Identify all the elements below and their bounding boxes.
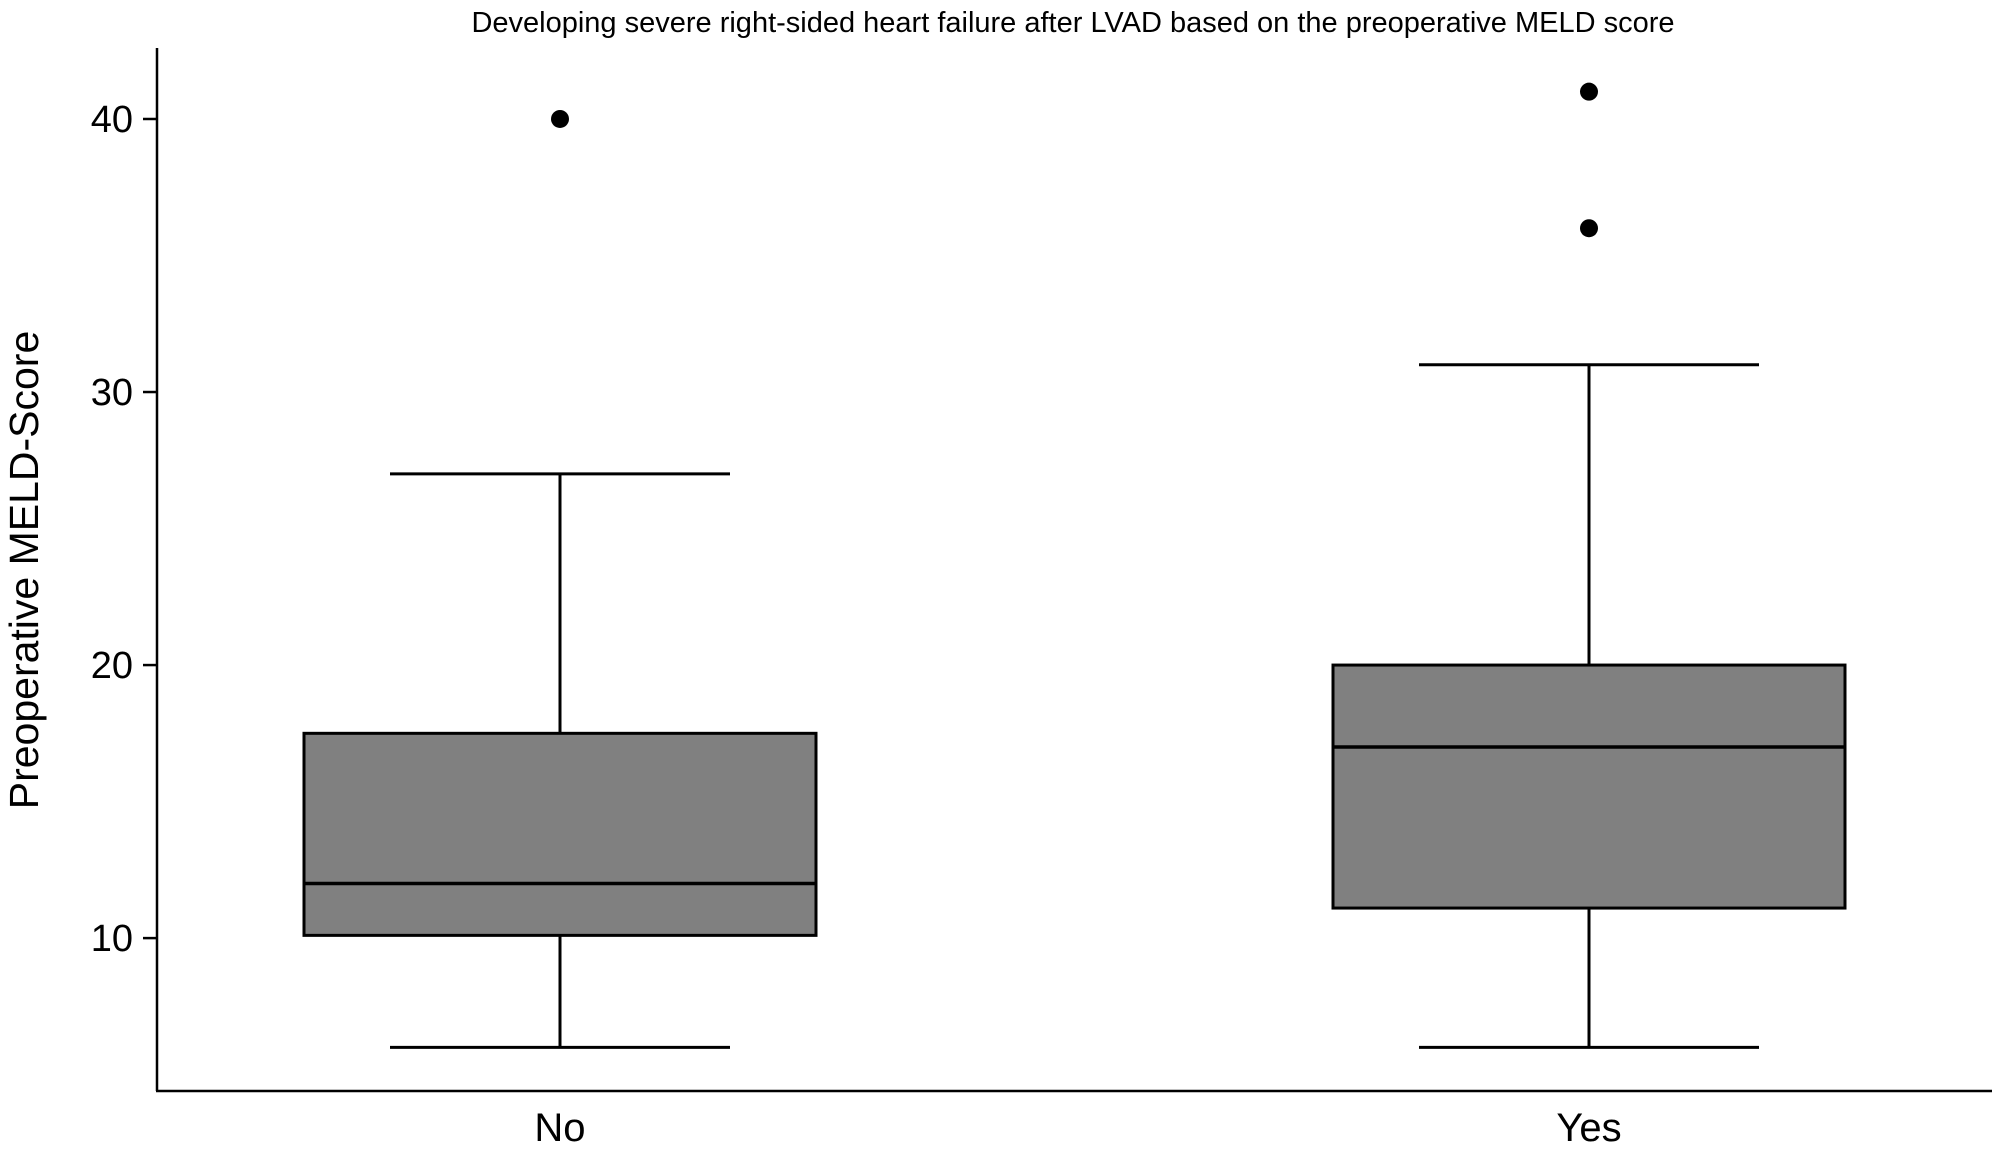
y-axis-label: Preoperative MELD-Score — [1, 331, 47, 810]
box-group — [302, 109, 818, 1049]
y-tick-label: 30 — [91, 372, 133, 414]
iqr-box — [302, 731, 818, 937]
x-category-label: Yes — [1556, 1106, 1621, 1150]
x-category-labels: No Yes — [534, 1106, 1621, 1150]
outlier-point — [1580, 82, 1598, 101]
y-tick-label: 20 — [91, 645, 133, 687]
outlier-point — [551, 109, 569, 128]
y-ticks: 10 20 30 40 — [91, 99, 157, 960]
boxes — [302, 82, 1847, 1049]
y-tick-label: 10 — [91, 918, 133, 960]
y-tick-label: 40 — [91, 99, 133, 141]
box-group — [1331, 82, 1847, 1049]
outlier-point — [1580, 219, 1598, 238]
iqr-box — [1331, 663, 1847, 910]
chart-title: Developing severe right-sided heart fail… — [471, 7, 1674, 39]
x-category-label: No — [534, 1106, 585, 1150]
